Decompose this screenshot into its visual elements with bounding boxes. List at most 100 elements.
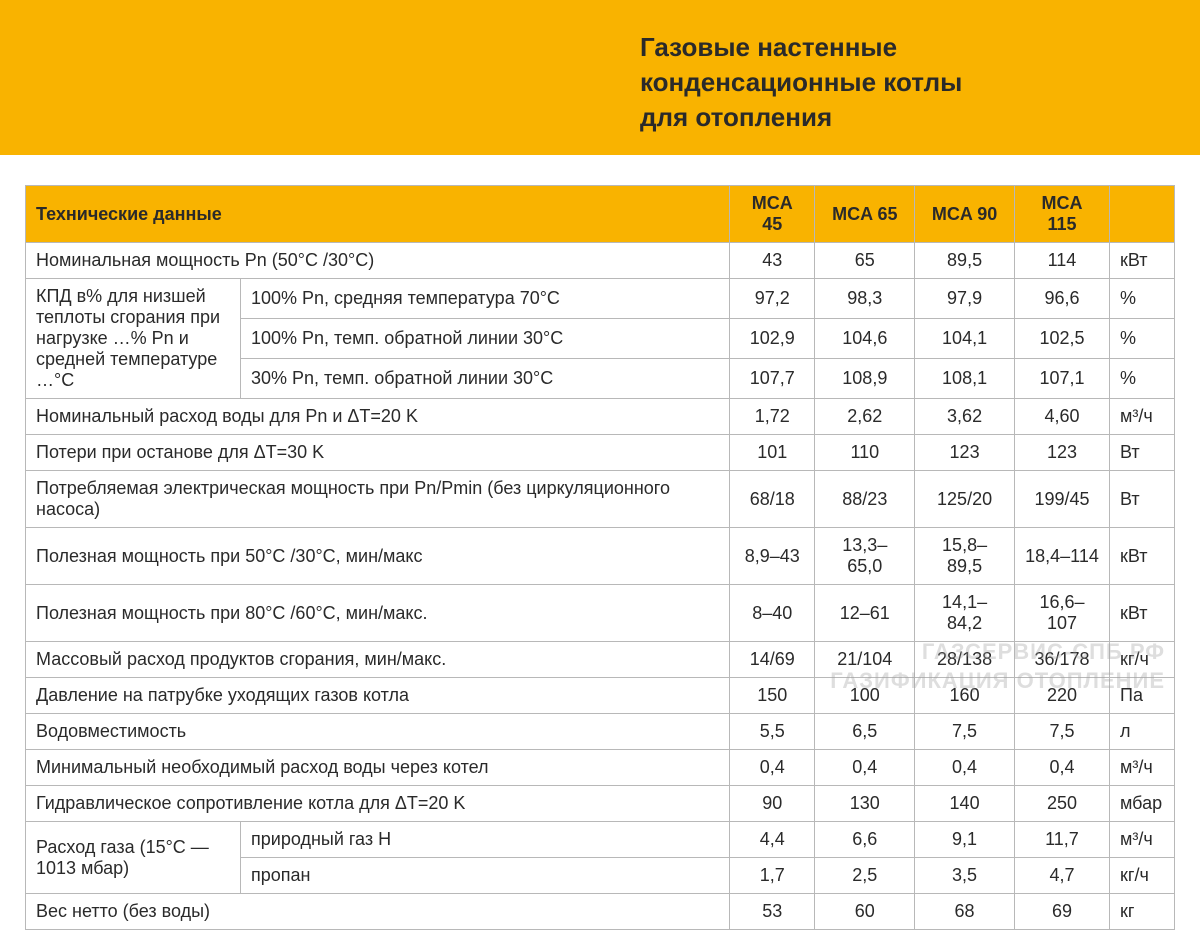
value-cell: 8–40	[730, 585, 815, 642]
table-row: Вес нетто (без воды)53606869кг	[26, 894, 1175, 930]
value-cell: 68/18	[730, 471, 815, 528]
value-cell: 101	[730, 435, 815, 471]
value-cell: 102,5	[1014, 319, 1109, 359]
unit-cell: кВт	[1110, 528, 1175, 585]
value-cell: 107,7	[730, 359, 815, 399]
value-cell: 28/138	[915, 642, 1015, 678]
value-cell: 2,62	[815, 399, 915, 435]
value-cell: 0,4	[915, 750, 1015, 786]
value-cell: 68	[915, 894, 1015, 930]
page-title: Газовые настенные конденсационные котлы …	[640, 30, 1200, 135]
value-cell: 21/104	[815, 642, 915, 678]
unit-cell: кг/ч	[1110, 642, 1175, 678]
value-cell: 4,4	[730, 822, 815, 858]
value-cell: 3,5	[915, 858, 1015, 894]
table-row: Номинальный расход воды для Pn и ΔT=20 K…	[26, 399, 1175, 435]
row-label: Гидравлическое сопротивление котла для Δ…	[26, 786, 730, 822]
row-label: Потребляемая электрическая мощность при …	[26, 471, 730, 528]
unit-cell: %	[1110, 359, 1175, 399]
value-cell: 123	[1014, 435, 1109, 471]
value-cell: 11,7	[1014, 822, 1109, 858]
value-cell: 0,4	[730, 750, 815, 786]
value-cell: 12–61	[815, 585, 915, 642]
table-body: Номинальная мощность Pn (50°C /30°C)4365…	[26, 243, 1175, 930]
table-row: Полезная мощность при 80°С /60°С, мин/ма…	[26, 585, 1175, 642]
spec-table-container: Технические данные MCA 45 MCA 65 MCA 90 …	[0, 155, 1200, 930]
value-cell: 14/69	[730, 642, 815, 678]
value-cell: 98,3	[815, 279, 915, 319]
value-cell: 13,3–65,0	[815, 528, 915, 585]
unit-cell: кВт	[1110, 585, 1175, 642]
header-unit-col	[1110, 186, 1175, 243]
model-col-3: MCA 115	[1014, 186, 1109, 243]
value-cell: 1,7	[730, 858, 815, 894]
table-row: Минимальный необходимый расход воды чере…	[26, 750, 1175, 786]
sub-label: пропан	[241, 858, 730, 894]
value-cell: 7,5	[1014, 714, 1109, 750]
value-cell: 4,60	[1014, 399, 1109, 435]
value-cell: 3,62	[915, 399, 1015, 435]
unit-cell: кг/ч	[1110, 858, 1175, 894]
value-cell: 6,5	[815, 714, 915, 750]
value-cell: 140	[915, 786, 1015, 822]
value-cell: 150	[730, 678, 815, 714]
value-cell: 0,4	[815, 750, 915, 786]
value-cell: 102,9	[730, 319, 815, 359]
table-row: Полезная мощность при 50°С /30°С, мин/ма…	[26, 528, 1175, 585]
value-cell: 125/20	[915, 471, 1015, 528]
value-cell: 1,72	[730, 399, 815, 435]
unit-cell: %	[1110, 319, 1175, 359]
row-label: Потери при останове для ΔT=30 K	[26, 435, 730, 471]
row-label: Водовместимость	[26, 714, 730, 750]
unit-cell: кВт	[1110, 243, 1175, 279]
table-row: КПД в% для низшей теплоты сгорания при н…	[26, 279, 1175, 319]
value-cell: 220	[1014, 678, 1109, 714]
sub-label: природный газ Н	[241, 822, 730, 858]
value-cell: 16,6–107	[1014, 585, 1109, 642]
row-label: Давление на патрубке уходящих газов котл…	[26, 678, 730, 714]
value-cell: 18,4–114	[1014, 528, 1109, 585]
row-label: Минимальный необходимый расход воды чере…	[26, 750, 730, 786]
unit-cell: Вт	[1110, 471, 1175, 528]
value-cell: 97,9	[915, 279, 1015, 319]
value-cell: 9,1	[915, 822, 1015, 858]
unit-cell: м³/ч	[1110, 750, 1175, 786]
value-cell: 104,6	[815, 319, 915, 359]
value-cell: 0,4	[1014, 750, 1109, 786]
value-cell: 100	[815, 678, 915, 714]
unit-cell: л	[1110, 714, 1175, 750]
header-band: Газовые настенные конденсационные котлы …	[0, 0, 1200, 155]
row-label: Вес нетто (без воды)	[26, 894, 730, 930]
unit-cell: %	[1110, 279, 1175, 319]
value-cell: 108,9	[815, 359, 915, 399]
value-cell: 250	[1014, 786, 1109, 822]
value-cell: 90	[730, 786, 815, 822]
value-cell: 5,5	[730, 714, 815, 750]
title-line-3: для отопления	[640, 100, 1200, 135]
value-cell: 88/23	[815, 471, 915, 528]
value-cell: 123	[915, 435, 1015, 471]
value-cell: 7,5	[915, 714, 1015, 750]
value-cell: 43	[730, 243, 815, 279]
value-cell: 65	[815, 243, 915, 279]
table-row: Потребляемая электрическая мощность при …	[26, 471, 1175, 528]
unit-cell: мбар	[1110, 786, 1175, 822]
title-line-1: Газовые настенные	[640, 30, 1200, 65]
value-cell: 114	[1014, 243, 1109, 279]
value-cell: 53	[730, 894, 815, 930]
row-label: Полезная мощность при 80°С /60°С, мин/ма…	[26, 585, 730, 642]
value-cell: 97,2	[730, 279, 815, 319]
table-row: Массовый расход продуктов сгорания, мин/…	[26, 642, 1175, 678]
spec-table: Технические данные MCA 45 MCA 65 MCA 90 …	[25, 185, 1175, 930]
sub-label: 30% Pn, темп. обратной линии 30°С	[241, 359, 730, 399]
value-cell: 15,8–89,5	[915, 528, 1015, 585]
table-row: Потери при останове для ΔT=30 K101110123…	[26, 435, 1175, 471]
value-cell: 160	[915, 678, 1015, 714]
row-label: Номинальный расход воды для Pn и ΔT=20 K	[26, 399, 730, 435]
table-row: Давление на патрубке уходящих газов котл…	[26, 678, 1175, 714]
value-cell: 4,7	[1014, 858, 1109, 894]
unit-cell: м³/ч	[1110, 399, 1175, 435]
table-row: Водовместимость5,56,57,57,5л	[26, 714, 1175, 750]
value-cell: 36/178	[1014, 642, 1109, 678]
header-label: Технические данные	[26, 186, 730, 243]
